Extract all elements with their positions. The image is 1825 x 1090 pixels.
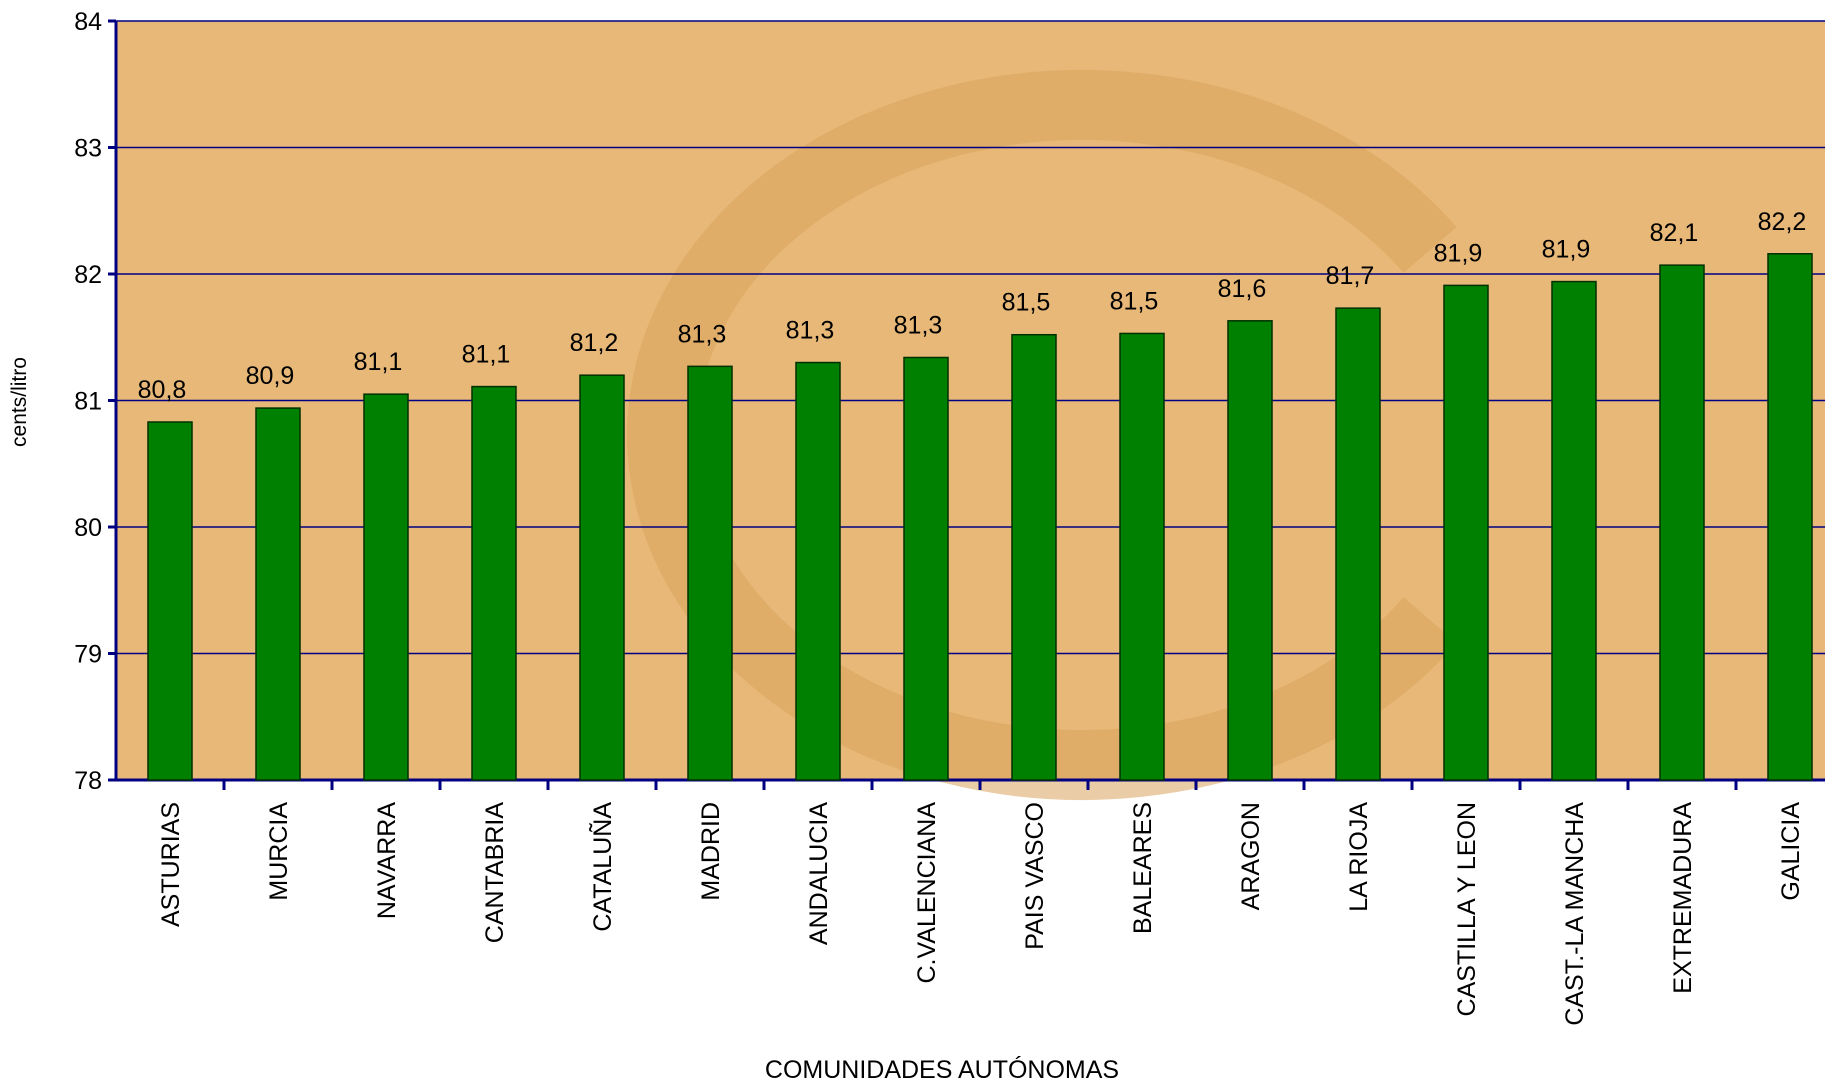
value-label: 81,6 <box>1218 275 1267 303</box>
y-axis-title: cents/litro <box>8 357 31 447</box>
x-tick-label: CASTILLA Y LEON <box>1453 802 1481 1016</box>
value-label: 82,2 <box>1758 208 1807 236</box>
x-axis-title: COMUNIDADES AUTÓNOMAS <box>765 1055 1119 1084</box>
x-tick-label: MADRID <box>697 802 725 901</box>
bar <box>1551 280 1597 781</box>
x-tick-label: NAVARRA <box>373 802 401 919</box>
bar <box>1335 307 1381 781</box>
x-tick-label: ARAGON <box>1237 802 1265 910</box>
bar <box>471 385 517 781</box>
x-tick-label: BALEARES <box>1129 802 1157 934</box>
bar <box>1767 253 1813 781</box>
value-label: 81,9 <box>1542 236 1591 264</box>
bar <box>1443 284 1489 781</box>
x-tick-label: EXTREMADURA <box>1669 802 1697 994</box>
bar <box>1011 333 1057 781</box>
y-tick-label: 82 <box>74 261 102 289</box>
y-tick-label: 79 <box>74 641 102 669</box>
value-label: 81,2 <box>570 329 619 357</box>
x-tick-label: GALICIA <box>1777 802 1805 901</box>
x-tick-label: MURCIA <box>265 802 293 901</box>
value-label: 81,9 <box>1434 239 1483 267</box>
value-label: 81,7 <box>1326 262 1375 290</box>
value-label: 80,9 <box>246 362 295 390</box>
y-tick-label: 84 <box>74 8 102 36</box>
x-tick-label: C.VALENCIANA <box>913 802 941 984</box>
x-tick-label: LA RIOJA <box>1345 802 1373 912</box>
x-tick-label: ANDALUCIA <box>805 802 833 945</box>
bar <box>255 407 301 781</box>
bar <box>1659 264 1705 781</box>
y-tick-label: 80 <box>74 514 102 542</box>
value-label: 81,1 <box>354 348 403 376</box>
y-tick-label: 78 <box>74 767 102 795</box>
bar <box>1227 320 1273 781</box>
value-label: 82,1 <box>1650 219 1699 247</box>
value-label: 81,3 <box>894 311 943 339</box>
y-tick-label: 81 <box>74 388 102 416</box>
x-tick-label: CAST.-LA MANCHA <box>1561 802 1589 1026</box>
value-label: 81,3 <box>678 320 727 348</box>
bar <box>579 374 625 781</box>
bar <box>1119 332 1165 781</box>
value-label: 81,3 <box>786 317 835 345</box>
x-tick-label: CANTABRIA <box>481 802 509 944</box>
value-label: 81,1 <box>462 341 511 369</box>
value-label: 81,5 <box>1002 289 1051 317</box>
value-label: 81,5 <box>1110 287 1159 315</box>
x-tick-label: PAIS VASCO <box>1021 802 1049 950</box>
x-tick-label: ASTURIAS <box>157 802 185 927</box>
y-tick-label: 83 <box>74 135 102 163</box>
value-label: 80,8 <box>138 376 187 404</box>
bar <box>795 361 841 781</box>
bar <box>903 356 949 781</box>
x-tick-label: CATALUÑA <box>588 802 617 932</box>
bar <box>363 393 409 781</box>
bar <box>687 365 733 781</box>
bar <box>147 421 193 781</box>
